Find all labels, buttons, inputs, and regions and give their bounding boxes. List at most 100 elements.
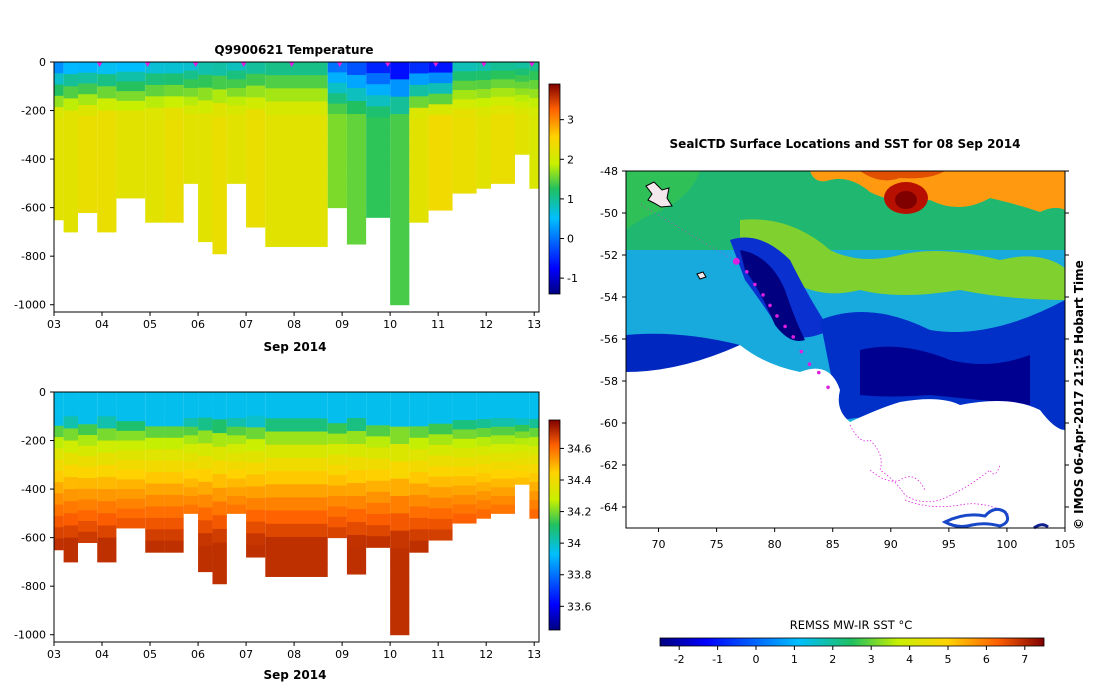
salinity-cell (327, 444, 347, 455)
temperature-cell (212, 116, 227, 131)
temperature-cell (490, 105, 515, 115)
temperature-cell (265, 206, 328, 221)
salinity-cell (452, 392, 477, 402)
salinity-cell (63, 549, 79, 563)
salinity-cell (265, 536, 328, 551)
salinity-cell (54, 459, 64, 472)
temperature-cell (54, 140, 64, 153)
x-tick-label: 08 (287, 318, 301, 331)
temperature-cell (327, 72, 347, 84)
temperature-cell (212, 171, 227, 186)
salinity-cell (212, 405, 227, 420)
islands (645, 181, 707, 280)
salinity-cell (183, 504, 199, 514)
lat-tick-label: -64 (600, 501, 618, 514)
temperature-profiles (54, 62, 539, 306)
temperature-cell (63, 134, 79, 148)
temperature-cell (529, 143, 539, 153)
salinity-cell (529, 473, 539, 483)
temperature-cell (265, 193, 328, 208)
temperature-cell (346, 179, 367, 193)
salinity-cell (428, 518, 453, 530)
temperature-cell (327, 114, 347, 125)
temperature-cell (78, 104, 98, 117)
salinity-cell (145, 392, 165, 404)
temperature-cell (164, 107, 184, 120)
salinity-cell (212, 528, 227, 544)
y-tick-label: 0 (39, 386, 46, 399)
lat-tick-label: -56 (600, 333, 618, 346)
salinity-cell (226, 444, 247, 454)
map-latitude-axis: -48 -50 -52 -54 -56 -58 -60 -62 -64 (600, 165, 1069, 514)
salinity-cell (366, 447, 391, 460)
salinity-cell (529, 464, 539, 474)
temperature-cell (476, 89, 491, 99)
temperature-cell (409, 164, 429, 177)
salinity-cell (327, 527, 347, 539)
temperature-cell (164, 176, 184, 189)
salinity-cell (529, 419, 539, 429)
salinity-cell (529, 446, 539, 456)
lat-tick-label: -52 (600, 249, 618, 262)
salinity-cell (490, 452, 515, 462)
salinity-cell (212, 570, 227, 585)
temperature-cell (265, 141, 328, 155)
temperature-cell (265, 127, 328, 142)
salinity-cell (327, 433, 347, 445)
temperature-cell (164, 199, 184, 212)
temperature-cell (116, 129, 146, 141)
temperature-cell (97, 134, 117, 148)
temperature-cell (327, 166, 347, 177)
x-tick-label: 05 (143, 318, 157, 331)
temperature-cell (529, 98, 539, 108)
salinity-cell (164, 449, 184, 462)
salinity-cell (54, 403, 64, 416)
salinity-cell (428, 466, 453, 478)
salinity-cell (226, 452, 247, 462)
lon-tick-label: 90 (884, 538, 898, 551)
temperature-cell (212, 157, 227, 173)
temperature-cell (366, 195, 391, 207)
profile-time-marker (288, 62, 295, 67)
salinity-cell (183, 487, 199, 497)
sst-colorbar-tick-label: 1 (791, 653, 798, 666)
salinity-cell (409, 494, 429, 507)
sst-colorbar-tick-label: 6 (983, 653, 990, 666)
x-tick-label: 06 (191, 648, 205, 661)
temperature-cell (198, 113, 213, 127)
temperature-cell (346, 205, 367, 219)
salinity-cell (452, 401, 477, 412)
salinity-cell (78, 402, 98, 414)
salinity-cell (145, 483, 165, 496)
profile-time-marker (336, 62, 343, 67)
temperature-cell (452, 155, 477, 166)
salinity-cell (226, 435, 247, 445)
y-tick-label: -800 (21, 580, 46, 593)
temperature-cell (226, 105, 247, 115)
salinity-cell (428, 497, 453, 509)
temperature-cell (428, 125, 453, 137)
salinity-cell (198, 533, 213, 547)
y-tick-label: -800 (21, 250, 46, 263)
temperature-cell (490, 166, 515, 176)
profile-time-marker (96, 62, 103, 67)
salinity-cell (54, 493, 64, 506)
temperature-cell (198, 190, 213, 204)
temperature-cell (514, 134, 530, 142)
temperature-cell (346, 192, 367, 206)
salinity-cell (164, 460, 184, 473)
sst-colorbar (659, 637, 1045, 647)
temperature-cell (476, 98, 491, 108)
salinity-cell (514, 411, 530, 419)
temperature-cell (212, 144, 227, 159)
temperature-cell (346, 88, 367, 102)
temperature-cell (164, 130, 184, 143)
temperature-cell (97, 207, 117, 221)
temperature-cell (54, 129, 64, 142)
salinity-cell (212, 392, 227, 407)
lon-tick-label: 95 (942, 538, 956, 551)
salinity-cell (63, 525, 79, 539)
temperature-cell (145, 210, 165, 223)
temperature-cell (63, 159, 79, 172)
seal-location-point (816, 370, 821, 375)
